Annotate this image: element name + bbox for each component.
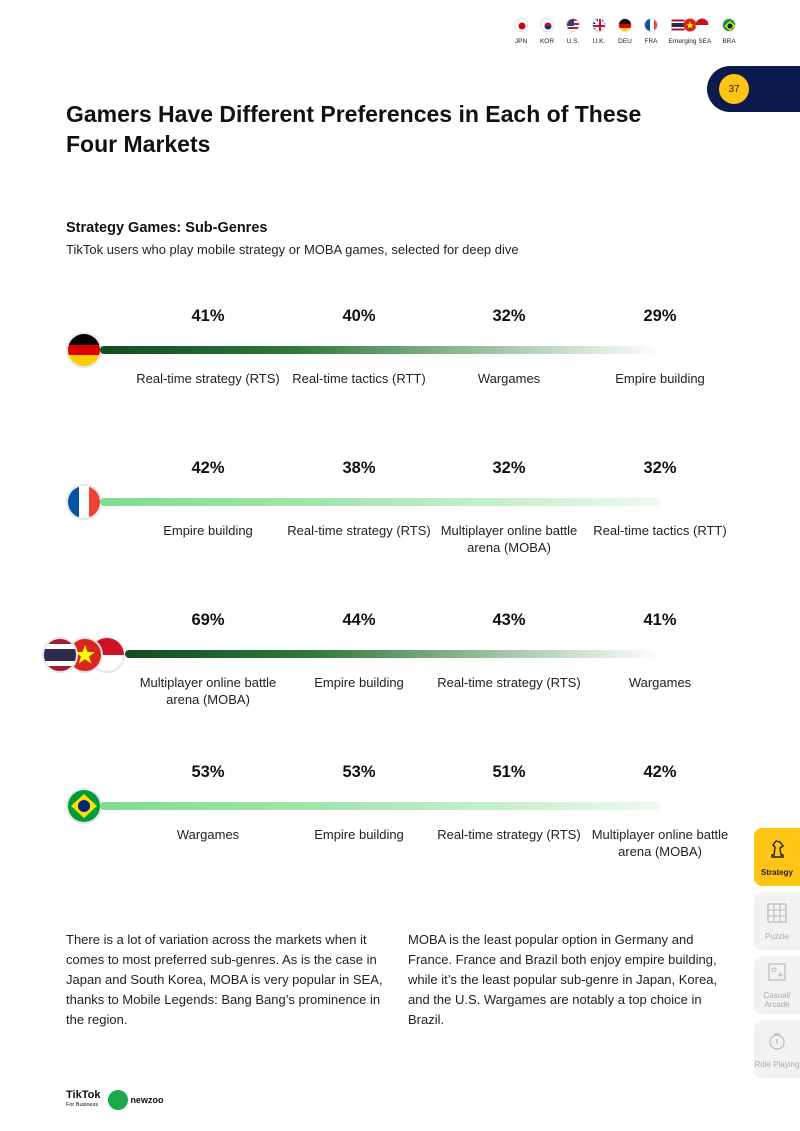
france-flag-icon: [644, 18, 658, 32]
subgenre-label: Empire building: [314, 827, 404, 842]
tiktok-for-business-logo: TikTok For Business: [66, 1090, 100, 1110]
footer-logos: TikTok For Business newzoo: [66, 1090, 163, 1110]
tab-casual-arcade[interactable]: Casual/ Arcade: [754, 956, 800, 1014]
percent-value: 41%: [191, 307, 225, 325]
percent-value: 32%: [492, 307, 526, 325]
subgenre-label: Real-time strategy (RTS): [437, 827, 581, 842]
tab-label: Role Playing: [754, 1059, 800, 1069]
ranking-bar: [100, 346, 660, 354]
percent-value: 42%: [643, 763, 677, 781]
nav-label: KOR: [539, 38, 555, 45]
france-flag-icon: [66, 484, 102, 520]
subgenre-label: Wargames: [176, 827, 240, 842]
tiktok-logo-sub: For Business: [66, 1102, 99, 1108]
sea-flags-icon: [670, 18, 710, 32]
ranking-bar: [100, 802, 660, 810]
tab-role-playing[interactable]: Role Playing: [754, 1020, 800, 1078]
subgenre-label: Real-time strategy (RTS): [136, 371, 280, 386]
ranking-bar: [125, 650, 660, 658]
nav-emerging-sea[interactable]: Emerging SEA: [664, 18, 716, 45]
country-nav: JPN KOR U.S. U.K. DEU FRA: [508, 18, 742, 45]
percent-value: 32%: [643, 459, 677, 477]
korea-flag-icon: [540, 18, 554, 32]
subgenre-label: Empire building: [615, 371, 705, 386]
nav-label: FRA: [644, 38, 658, 45]
subgenre-label: Empire building: [163, 523, 253, 538]
germany-flag-icon: [66, 332, 102, 368]
percent-value: 44%: [342, 611, 376, 629]
arcade-icon: [766, 961, 788, 988]
subgenre-label: Wargames: [628, 675, 692, 690]
chess-knight-icon: [766, 838, 788, 865]
market-row-sea: 69% 44% 43% 41% Multiplayer online battl…: [0, 611, 760, 731]
subgenre-label: Empire building: [314, 675, 404, 690]
percent-value: 32%: [492, 459, 526, 477]
percent-value: 53%: [191, 763, 225, 781]
newzoo-logo-text: newzoo: [130, 1095, 164, 1105]
percent-value: 69%: [191, 611, 225, 629]
nav-fra[interactable]: FRA: [638, 18, 664, 45]
role-playing-icon: [766, 1030, 788, 1057]
percent-value: 51%: [492, 763, 526, 781]
percent-value: 53%: [342, 763, 376, 781]
nav-uk[interactable]: U.K.: [586, 18, 612, 45]
subgenre-label: Real-time strategy (RTS): [287, 523, 431, 538]
tab-label: Casual/ Arcade: [763, 991, 791, 1009]
nav-deu[interactable]: DEU: [612, 18, 638, 45]
percent-value: 29%: [643, 307, 677, 325]
nav-bra[interactable]: BRA: [716, 18, 742, 45]
puzzle-grid-icon: [766, 902, 788, 929]
nav-label: U.S.: [566, 38, 580, 45]
tab-puzzle[interactable]: Puzzle: [754, 892, 800, 950]
subgenre-label: Real-time strategy (RTS): [437, 675, 581, 690]
genre-side-tabs: Strategy Puzzle Casual/ Arcade Role Play…: [754, 828, 800, 1084]
subgenre-label: Multiplayer online battle arena (MOBA): [591, 827, 729, 859]
percent-value: 40%: [342, 307, 376, 325]
nav-label: DEU: [618, 38, 632, 45]
sea-flags-icon: [41, 636, 131, 674]
section-subtitle: TikTok users who play mobile strategy or…: [66, 242, 519, 257]
nav-us[interactable]: U.S.: [560, 18, 586, 45]
subgenre-label: Wargames: [477, 371, 541, 386]
percent-value: 43%: [492, 611, 526, 629]
tab-label: Strategy: [760, 867, 793, 877]
body-paragraph-left: There is a lot of variation across the m…: [66, 932, 383, 1027]
nav-label: BRA: [722, 38, 736, 45]
germany-flag-icon: [618, 18, 632, 32]
subgenre-label: Real-time tactics (RTT): [593, 523, 727, 538]
page-title: Gamers Have Different Preferences in Eac…: [66, 101, 642, 157]
market-row-germany: 41% 40% 32% 29% Real-time strategy (RTS)…: [0, 307, 760, 427]
nav-jpn[interactable]: JPN: [508, 18, 534, 45]
nav-label: JPN: [514, 38, 528, 45]
subgenre-label: Multiplayer online battle arena (MOBA): [139, 675, 277, 707]
ranking-bar: [100, 498, 660, 506]
body-paragraph-right: MOBA is the least popular option in Germ…: [408, 932, 718, 1027]
subgenre-label: Multiplayer online battle arena (MOBA): [440, 523, 578, 555]
market-row-france: 42% 38% 32% 32% Empire building Real-tim…: [0, 459, 760, 579]
tiktok-logo-text: TikTok: [66, 1089, 101, 1101]
market-row-brazil: 53% 53% 51% 42% Wargames Empire building…: [0, 763, 760, 883]
japan-flag-icon: [514, 18, 528, 32]
percent-value: 42%: [191, 459, 225, 477]
page-badge: 37: [707, 66, 800, 112]
tab-strategy[interactable]: Strategy: [754, 828, 800, 886]
nav-label: Emerging SEA: [668, 38, 712, 45]
newzoo-mark-icon: [108, 1090, 129, 1110]
percent-value: 41%: [643, 611, 677, 629]
page-number: 37: [719, 74, 749, 104]
nav-label: U.K.: [592, 38, 606, 45]
usa-flag-icon: [566, 18, 580, 32]
section-title: Strategy Games: Sub-Genres: [66, 220, 268, 236]
nav-kor[interactable]: KOR: [534, 18, 560, 45]
subgenre-label: Real-time tactics (RTT): [292, 371, 426, 386]
brazil-flag-icon: [722, 18, 736, 32]
percent-value: 38%: [342, 459, 376, 477]
uk-flag-icon: [592, 18, 606, 32]
tab-label: Puzzle: [764, 931, 789, 941]
newzoo-logo: newzoo: [108, 1090, 163, 1110]
brazil-flag-icon: [66, 788, 102, 824]
